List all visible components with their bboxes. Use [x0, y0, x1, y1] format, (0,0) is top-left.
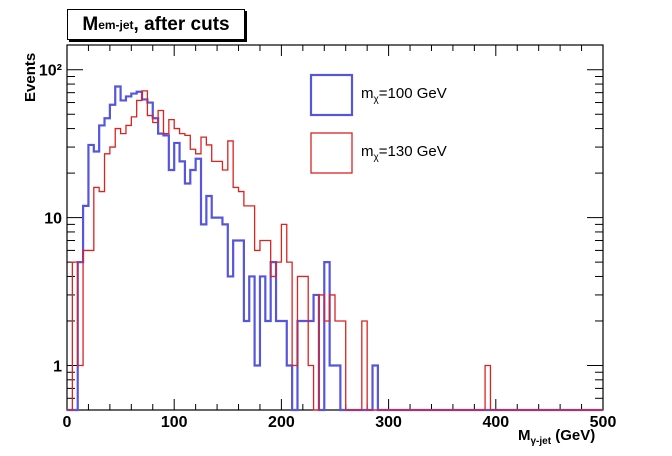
legend-label-rest: =130 GeV: [378, 143, 447, 160]
histogram-bin: [201, 137, 206, 410]
histogram-bin: [142, 91, 147, 410]
histogram-bin: [335, 321, 340, 410]
series-layer: [67, 85, 603, 412]
y-axis-label: Events: [22, 52, 39, 102]
histogram-bin: [153, 122, 158, 410]
x-tick-label: 500: [590, 414, 617, 431]
legend-label-sub: χ: [373, 94, 379, 105]
histogram-bin: [115, 129, 120, 410]
histogram-bin: [485, 365, 490, 410]
legend-label-series-2: mχ=130 GeV: [361, 143, 447, 163]
histogram-bin: [83, 250, 88, 410]
histogram-bin: [180, 134, 185, 410]
tick-labels: 0 100 200 300 400 500 1 10 10²: [39, 63, 617, 431]
histogram-bin: [287, 262, 292, 410]
histogram-bin: [340, 321, 345, 410]
histogram-bin: [110, 147, 115, 410]
histogram-bin: [206, 145, 211, 410]
xlabel-rest: (GeV): [551, 427, 596, 444]
histogram-bin: [88, 250, 93, 410]
series-2: [67, 90, 603, 411]
histogram-bin: [158, 111, 163, 410]
y-tick-label: 1: [53, 358, 62, 375]
y-tick-label: 10: [44, 211, 62, 228]
title-rest: , after cuts: [133, 13, 230, 35]
legend-swatch-series-2: [310, 132, 353, 174]
legend-label-main: m: [361, 85, 374, 102]
histogram-bin: [222, 170, 227, 410]
histogram-line: [67, 90, 603, 411]
x-tick-label: 400: [482, 414, 509, 431]
histogram-bin: [174, 129, 179, 410]
histogram-bin: [260, 241, 265, 410]
histogram-bin: [297, 276, 302, 410]
histogram-bin: [217, 161, 222, 410]
histogram-bin: [281, 224, 286, 410]
histogram-bin: [185, 135, 190, 410]
y-tick-label: 10²: [39, 63, 62, 80]
legend-label-main: m: [361, 143, 374, 160]
plot-frame: [66, 44, 604, 411]
histogram-bin: [196, 154, 201, 410]
histogram-bin: [190, 149, 195, 410]
histogram-bin: [72, 262, 77, 410]
x-tick-label: 100: [161, 414, 188, 431]
title-subscript: em-jet: [98, 17, 134, 32]
x-axis-label: Mγ-jet (GeV): [518, 427, 595, 447]
histogram-bin: [121, 134, 126, 410]
x-tick-label: 200: [268, 414, 295, 431]
histogram-bin: [324, 321, 329, 410]
xlabel-subscript: γ-jet: [530, 436, 552, 447]
legend-swatch-series-1: [309, 73, 354, 117]
histogram-bin: [147, 116, 152, 410]
histogram-bin: [265, 241, 270, 410]
title-main: M: [82, 13, 99, 35]
histogram-bin: [271, 276, 276, 410]
histogram-bin: [249, 206, 254, 410]
histogram-bin: [131, 117, 136, 410]
histogram-bin: [78, 365, 83, 410]
histogram-bin: [319, 295, 324, 410]
histogram-bin: [126, 125, 131, 410]
histogram-bin: [105, 154, 110, 410]
axis-ticks: [66, 45, 604, 411]
xlabel-main: M: [518, 427, 531, 444]
x-tick-label: 0: [63, 414, 72, 431]
histogram-bin: [169, 120, 174, 410]
histogram-bin: [362, 321, 367, 410]
legend-label-series-1: mχ=100 GeV: [361, 85, 447, 105]
histogram-bin: [292, 365, 297, 410]
histogram-bin: [137, 100, 142, 410]
histogram-bin: [330, 295, 335, 410]
histogram-bin: [239, 192, 244, 410]
histogram-bin: [276, 262, 281, 410]
histogram-bin: [99, 192, 104, 410]
legend-label-sub: χ: [373, 152, 379, 163]
histogram-bin: [244, 206, 249, 410]
histogram-bin: [255, 250, 260, 410]
histogram-bin: [233, 187, 238, 410]
histogram-bin: [303, 276, 308, 410]
histogram-bin: [228, 141, 233, 410]
histogram-bin: [163, 134, 168, 410]
histogram-bin: [212, 161, 217, 410]
histogram-bin: [94, 187, 99, 410]
legend-label-rest: =100 GeV: [378, 85, 447, 102]
histogram-bin: [308, 365, 313, 410]
x-tick-label: 300: [375, 414, 402, 431]
